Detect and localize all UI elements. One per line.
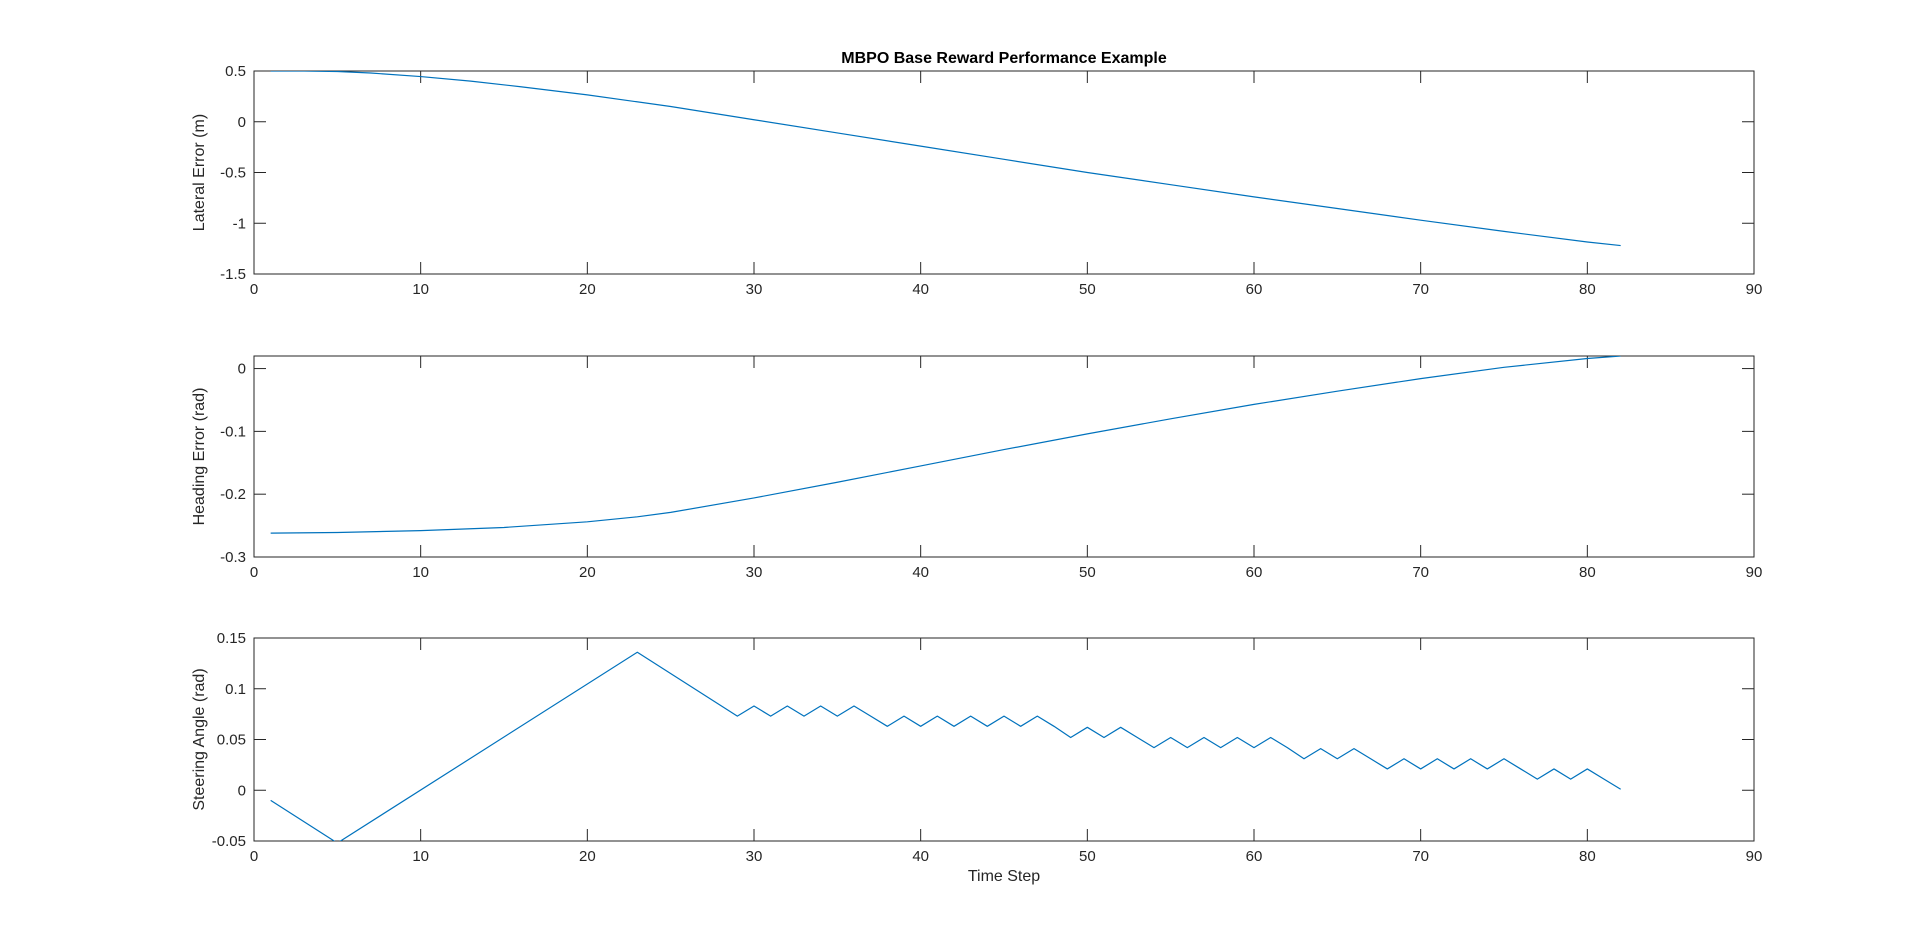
y-tick-label: 0 bbox=[238, 361, 246, 378]
x-tick-label: 50 bbox=[1079, 281, 1096, 298]
x-tick-label: 10 bbox=[412, 281, 429, 298]
x-tick-label: 20 bbox=[579, 281, 596, 298]
y-tick-label: 0.15 bbox=[217, 630, 246, 647]
x-tick-label: 40 bbox=[912, 848, 929, 865]
x-tick-label: 10 bbox=[412, 564, 429, 581]
y-tick-label: -0.2 bbox=[220, 486, 246, 503]
x-tick-label: 80 bbox=[1579, 848, 1596, 865]
x-tick-label: 90 bbox=[1746, 564, 1763, 581]
x-tick-label: 30 bbox=[746, 564, 763, 581]
x-tick-label: 30 bbox=[746, 848, 763, 865]
x-tick-label: 60 bbox=[1246, 564, 1263, 581]
x-tick-label: 40 bbox=[912, 564, 929, 581]
y-tick-label: 0 bbox=[238, 782, 246, 799]
x-tick-label: 0 bbox=[250, 848, 258, 865]
x-tick-label: 90 bbox=[1746, 281, 1763, 298]
y-tick-label: 0.05 bbox=[217, 732, 246, 749]
y-axis-label: Steering Angle (rad) bbox=[191, 668, 208, 810]
axes-steering-angle: 0 10 20 30 40 50 60 70 80 90-0.0500.050.10.15Stee… bbox=[191, 630, 1762, 885]
y-axis-label: Lateral Error (m) bbox=[191, 114, 208, 231]
y-axis-label: Heading Error (rad) bbox=[191, 388, 208, 526]
x-tick-label: 90 bbox=[1746, 848, 1763, 865]
x-tick-label: 60 bbox=[1246, 848, 1263, 865]
x-tick-label: 50 bbox=[1079, 564, 1096, 581]
y-tick-label: -0.3 bbox=[220, 549, 246, 566]
axes-heading-error: 0 10 20 30 40 50 60 70 80 90 -0.3 -0.2 -0.1 0 Heading … bbox=[191, 355, 1763, 581]
x-tick-label: 80 bbox=[1579, 281, 1596, 298]
x-tick-label: 70 bbox=[1412, 848, 1429, 865]
plot-area bbox=[253, 637, 1755, 842]
x-tick-label: 10 bbox=[412, 848, 429, 865]
x-axis-label: Time Step bbox=[968, 868, 1040, 885]
x-tick-label: 0 bbox=[250, 564, 258, 581]
y-tick-label: -0.1 bbox=[220, 423, 246, 440]
x-tick-label: 20 bbox=[579, 564, 596, 581]
y-tick-label: 0 bbox=[238, 114, 246, 131]
x-tick-label: 80 bbox=[1579, 564, 1596, 581]
y-tick-label: 0.5 bbox=[225, 63, 246, 80]
y-tick-label: -1 bbox=[233, 215, 246, 232]
x-tick-label: 30 bbox=[746, 281, 763, 298]
series-line bbox=[270, 71, 1621, 247]
y-tick-label: -1.5 bbox=[220, 266, 246, 283]
plot-area bbox=[253, 70, 1755, 275]
series-line bbox=[270, 651, 1621, 841]
y-tick-label: -0.05 bbox=[212, 833, 246, 850]
plot-area bbox=[253, 355, 1755, 558]
x-tick-label: 20 bbox=[579, 848, 596, 865]
series-line bbox=[270, 356, 1621, 534]
x-tick-label: 50 bbox=[1079, 848, 1096, 865]
x-tick-label: 70 bbox=[1412, 564, 1429, 581]
x-tick-label: 60 bbox=[1246, 281, 1263, 298]
x-tick-label: 0 bbox=[250, 281, 258, 298]
chart-title: MBPO Base Reward Performance Example bbox=[841, 50, 1167, 67]
x-tick-label: 40 bbox=[912, 281, 929, 298]
x-tick-label: 70 bbox=[1412, 281, 1429, 298]
y-tick-label: 0.1 bbox=[225, 681, 246, 698]
y-tick-label: -0.5 bbox=[220, 165, 246, 182]
axes-lateral-error: 0 10 20 30 40 50 60 70 80 90 -1.5 -1 -0.5 0 0.5 Lateral… bbox=[191, 50, 1762, 298]
